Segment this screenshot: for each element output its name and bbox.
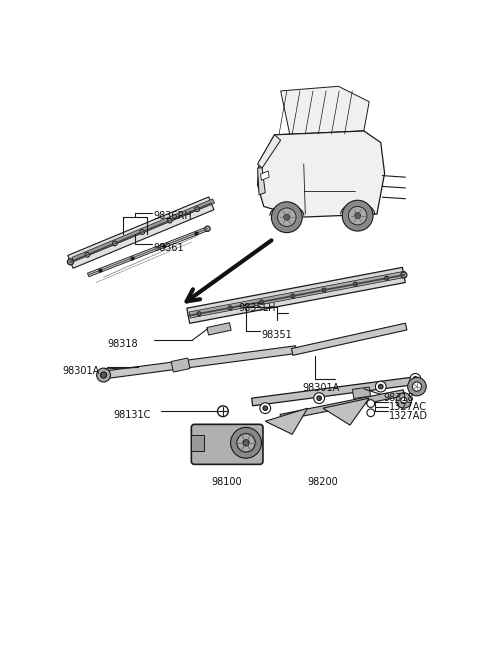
Circle shape: [375, 381, 386, 392]
Circle shape: [378, 384, 383, 389]
Polygon shape: [258, 135, 281, 168]
FancyBboxPatch shape: [192, 424, 263, 464]
Polygon shape: [189, 271, 406, 318]
Polygon shape: [281, 86, 369, 135]
Circle shape: [205, 226, 210, 231]
Circle shape: [401, 398, 407, 403]
Circle shape: [243, 440, 249, 446]
Text: 98200: 98200: [308, 477, 338, 487]
Polygon shape: [258, 168, 265, 195]
Polygon shape: [87, 227, 208, 277]
Circle shape: [284, 214, 290, 220]
Polygon shape: [323, 398, 369, 425]
Circle shape: [140, 230, 144, 234]
Polygon shape: [265, 408, 308, 434]
Circle shape: [412, 382, 421, 391]
Polygon shape: [103, 346, 297, 379]
Circle shape: [322, 288, 326, 292]
Polygon shape: [72, 199, 215, 262]
Circle shape: [367, 409, 374, 417]
Text: 1327AD: 1327AD: [389, 411, 428, 421]
Circle shape: [314, 393, 324, 403]
Circle shape: [410, 373, 421, 384]
Polygon shape: [207, 323, 231, 335]
Circle shape: [396, 393, 411, 408]
Circle shape: [384, 276, 388, 280]
Polygon shape: [270, 162, 358, 193]
Text: 98361: 98361: [154, 242, 184, 253]
Polygon shape: [280, 390, 405, 421]
Text: 9836RH: 9836RH: [154, 211, 192, 221]
Circle shape: [353, 282, 357, 286]
Polygon shape: [171, 358, 190, 372]
Circle shape: [348, 206, 367, 225]
Polygon shape: [271, 131, 364, 164]
Text: 98318: 98318: [108, 339, 138, 349]
Circle shape: [100, 372, 107, 378]
Circle shape: [237, 434, 255, 452]
Circle shape: [277, 208, 296, 227]
Polygon shape: [68, 197, 214, 269]
Circle shape: [85, 253, 90, 257]
Polygon shape: [258, 131, 384, 217]
Circle shape: [230, 428, 262, 458]
Polygon shape: [291, 323, 407, 355]
Polygon shape: [352, 387, 371, 398]
Text: 98318: 98318: [383, 393, 414, 403]
Circle shape: [408, 377, 426, 396]
Circle shape: [260, 300, 264, 304]
Text: 9835LH: 9835LH: [238, 303, 276, 314]
Bar: [192, 435, 204, 451]
Circle shape: [228, 306, 232, 310]
Circle shape: [291, 294, 295, 298]
Circle shape: [317, 396, 322, 400]
Circle shape: [96, 368, 110, 382]
Circle shape: [217, 406, 228, 417]
Circle shape: [112, 241, 117, 246]
Text: 98100: 98100: [211, 477, 242, 487]
Text: 98131C: 98131C: [114, 409, 151, 420]
Circle shape: [413, 377, 418, 381]
Text: 98301A: 98301A: [302, 383, 339, 393]
Circle shape: [260, 403, 271, 413]
Circle shape: [195, 207, 200, 212]
Circle shape: [67, 259, 73, 265]
Polygon shape: [187, 267, 405, 324]
Circle shape: [197, 312, 201, 316]
Text: 98301A: 98301A: [63, 365, 100, 376]
Circle shape: [401, 272, 407, 278]
Text: 98351: 98351: [262, 329, 292, 340]
Polygon shape: [261, 171, 269, 180]
Circle shape: [168, 218, 172, 223]
Circle shape: [355, 213, 361, 219]
Text: 1327AC: 1327AC: [389, 402, 427, 412]
Circle shape: [367, 400, 374, 407]
Circle shape: [263, 406, 267, 411]
Circle shape: [271, 202, 302, 233]
Circle shape: [342, 200, 373, 231]
Polygon shape: [252, 377, 418, 406]
